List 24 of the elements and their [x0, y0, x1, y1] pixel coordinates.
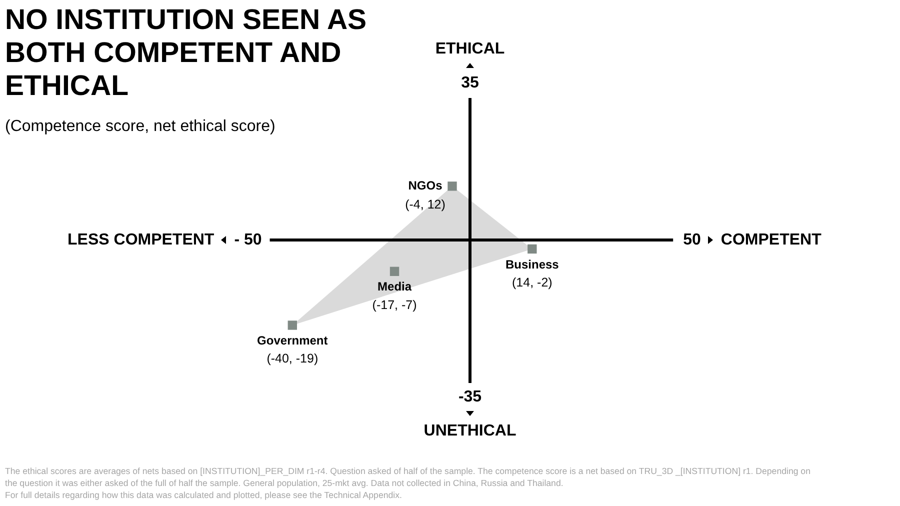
data-label: (14, -2) [512, 275, 552, 290]
data-label: (-40, -19) [266, 352, 318, 366]
chart-title: NO INSTITUTION SEEN AS BOTH COMPETENT AND ETHICAL [5, 4, 368, 103]
text: LESS COMPETENT [68, 231, 214, 248]
series-label: NGOs [408, 178, 443, 192]
data-label: (-17, -7) [372, 298, 417, 312]
y-axis-title: ETHICAL [435, 40, 505, 58]
point [448, 182, 457, 191]
x-axis-title: COMPETENT [720, 231, 822, 248]
x-tick-label: - 50 [234, 231, 262, 248]
series-label: Government [257, 334, 328, 348]
series-label: Business [505, 257, 560, 272]
point [528, 244, 537, 254]
text: The ethical scores are averages of nets based on [INSTITUTION]_PER_DIM r1-r4. Question asked of half of the sample. The competence score is a net based on TRU_3D _[INSTITUTION] r1. Depending on the question it was either asked of the full of half the sample. General population, 25-mkt avg. Data not collected in China, Russia and Thailand. [5, 465, 812, 489]
data-label: (-4, 12) [405, 198, 446, 212]
text: UNETHICAL [424, 422, 516, 440]
x-tick-label: 50 [683, 231, 701, 248]
y-tick-label: -35 [458, 388, 482, 406]
text: (Competence score, net ethical score) [5, 117, 276, 137]
series-label: Media [378, 280, 412, 294]
text: For full details regarding how this data was calculated and plotted, please see the Technical Appendix. [5, 489, 403, 501]
point [390, 266, 400, 276]
point [288, 320, 297, 330]
y-tick-label: 35 [461, 74, 479, 92]
